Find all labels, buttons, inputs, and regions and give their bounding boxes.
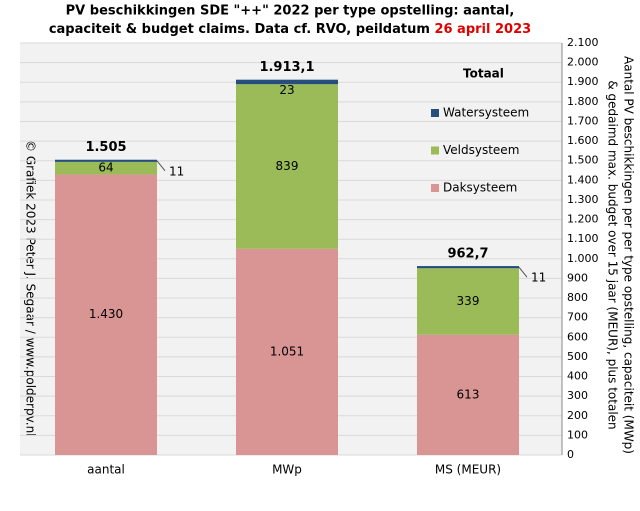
- leader-line: [156, 160, 166, 172]
- chart-title: PV beschikkingen SDE "++" 2022 per type …: [66, 4, 515, 19]
- y-tick-label: 600: [567, 330, 588, 343]
- bar-segment: [236, 84, 338, 249]
- legend-label: Watersysteem: [443, 106, 529, 120]
- y-tick-label: 900: [567, 271, 588, 284]
- bar-segment: [417, 266, 519, 269]
- title-line: capaciteit & budget claims. Data cf. RVO…: [49, 22, 435, 37]
- bar-segment: [55, 161, 157, 175]
- x-tick-label: aantal: [87, 463, 125, 477]
- legend-swatch: [431, 109, 439, 117]
- data-label: 11: [531, 271, 546, 285]
- y-tick-label: 100: [567, 428, 588, 441]
- chart-title: capaciteit & budget claims. Data cf. RVO…: [49, 22, 531, 37]
- y-tick-label: 1.300: [567, 193, 599, 206]
- total-label: 1.913,1: [259, 60, 314, 75]
- y-axis-label: & gedaimd max. budget over 15 jaar (MEUR…: [606, 80, 620, 429]
- y-tick-label: 700: [567, 311, 588, 324]
- y-axis-label: Aantal PV beschikkingen per per type ops…: [622, 56, 636, 454]
- legend-swatch: [431, 146, 439, 155]
- annotation: © Grafiek 2023 Peter J. Segaar / www.pol…: [24, 140, 38, 437]
- y-tick-label: 1.700: [567, 114, 599, 127]
- y-tick-label: 400: [567, 370, 588, 383]
- y-tick-label: 1.100: [567, 232, 599, 245]
- y-tick-label: 1.200: [567, 213, 599, 226]
- data-label: 613: [457, 387, 480, 401]
- legend-swatch: [431, 184, 439, 192]
- y-tick-label: 1.600: [567, 134, 599, 147]
- bar-segment: [417, 334, 519, 455]
- legend-label: Daksysteem: [443, 181, 517, 195]
- y-tick-label: 2.000: [567, 56, 599, 69]
- data-label: 1.430: [89, 307, 123, 321]
- bar-segment: [417, 268, 519, 335]
- x-tick-label: MS (MEUR): [435, 463, 501, 477]
- legend-title: Totaal: [463, 67, 504, 81]
- y-tick-label: 1.800: [567, 95, 599, 108]
- data-label: 1.051: [270, 344, 304, 358]
- y-tick-label: 1.400: [567, 173, 599, 186]
- data-label: 11: [169, 164, 184, 178]
- y-tick-label: 1.500: [567, 154, 599, 167]
- leader-line: [518, 266, 528, 278]
- y-tick-label: 0: [567, 448, 574, 461]
- data-label: 839: [276, 159, 299, 173]
- title-highlight: 26 april 2023: [434, 22, 531, 37]
- x-tick-label: MWp: [272, 463, 302, 477]
- bar-segment: [236, 248, 338, 455]
- data-label: 339: [457, 294, 480, 308]
- total-label: 962,7: [447, 247, 488, 262]
- bar-segment: [55, 159, 157, 162]
- y-tick-label: 1.000: [567, 252, 599, 265]
- total-label: 1.505: [85, 140, 126, 155]
- y-tick-label: 1.900: [567, 75, 599, 88]
- y-tick-label: 200: [567, 409, 588, 422]
- bar-segment: [55, 174, 157, 455]
- y-tick-label: 300: [567, 389, 588, 402]
- legend-label: Veldsysteem: [443, 143, 519, 157]
- y-tick-label: 500: [567, 350, 588, 363]
- bar-segment: [236, 79, 338, 85]
- data-label: 64: [98, 161, 113, 175]
- y-tick-label: 800: [567, 291, 588, 304]
- y-tick-label: 2.100: [567, 36, 599, 49]
- data-label: 23: [279, 83, 294, 97]
